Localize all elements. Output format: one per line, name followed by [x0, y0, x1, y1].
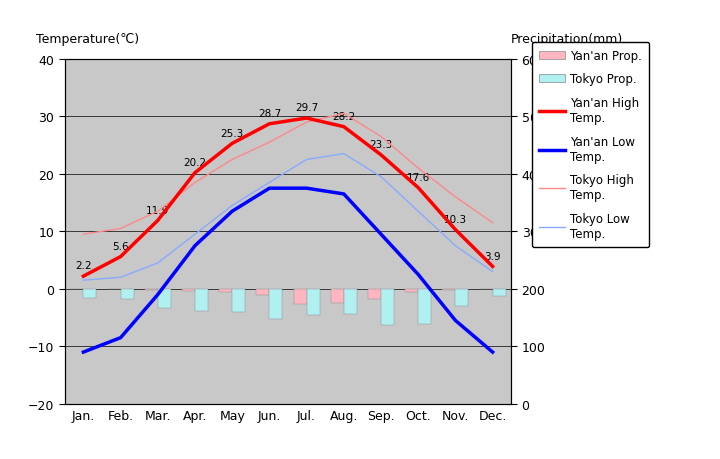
Bar	[182, 289, 195, 291]
Text: 28.2: 28.2	[332, 112, 356, 122]
Text: 3.9: 3.9	[485, 251, 501, 261]
Text: 2.2: 2.2	[75, 261, 91, 271]
Text: Temperature(℃): Temperature(℃)	[36, 33, 139, 46]
Bar	[418, 289, 431, 325]
Bar	[269, 289, 282, 319]
Bar	[219, 289, 232, 292]
Text: Precipitation(mm): Precipitation(mm)	[511, 33, 624, 46]
Text: 25.3: 25.3	[220, 129, 244, 138]
Bar	[381, 289, 394, 325]
Bar	[492, 289, 505, 297]
Text: 17.6: 17.6	[407, 173, 430, 182]
Bar	[256, 289, 269, 295]
Bar	[145, 289, 158, 290]
Bar	[195, 289, 208, 311]
Bar	[442, 289, 455, 290]
Text: 23.3: 23.3	[369, 140, 392, 150]
Bar	[84, 289, 96, 299]
Text: 29.7: 29.7	[295, 103, 318, 113]
Bar	[121, 289, 134, 300]
Text: 5.6: 5.6	[112, 241, 129, 252]
Bar	[455, 289, 469, 307]
Legend: Yan'an Prop., Tokyo Prop., Yan'an High
Temp., Yan'an Low
Temp., Tokyo High
Temp.: Yan'an Prop., Tokyo Prop., Yan'an High T…	[531, 43, 649, 247]
Bar	[405, 289, 418, 293]
Text: 28.7: 28.7	[258, 109, 281, 119]
Text: 10.3: 10.3	[444, 214, 467, 224]
Bar	[158, 289, 171, 308]
Bar	[344, 289, 357, 314]
Bar	[232, 289, 246, 312]
Bar	[294, 289, 307, 304]
Bar	[330, 289, 344, 303]
Text: 20.2: 20.2	[184, 157, 207, 168]
Bar	[307, 289, 320, 315]
Bar	[368, 289, 381, 300]
Text: 11.9: 11.9	[146, 205, 169, 215]
